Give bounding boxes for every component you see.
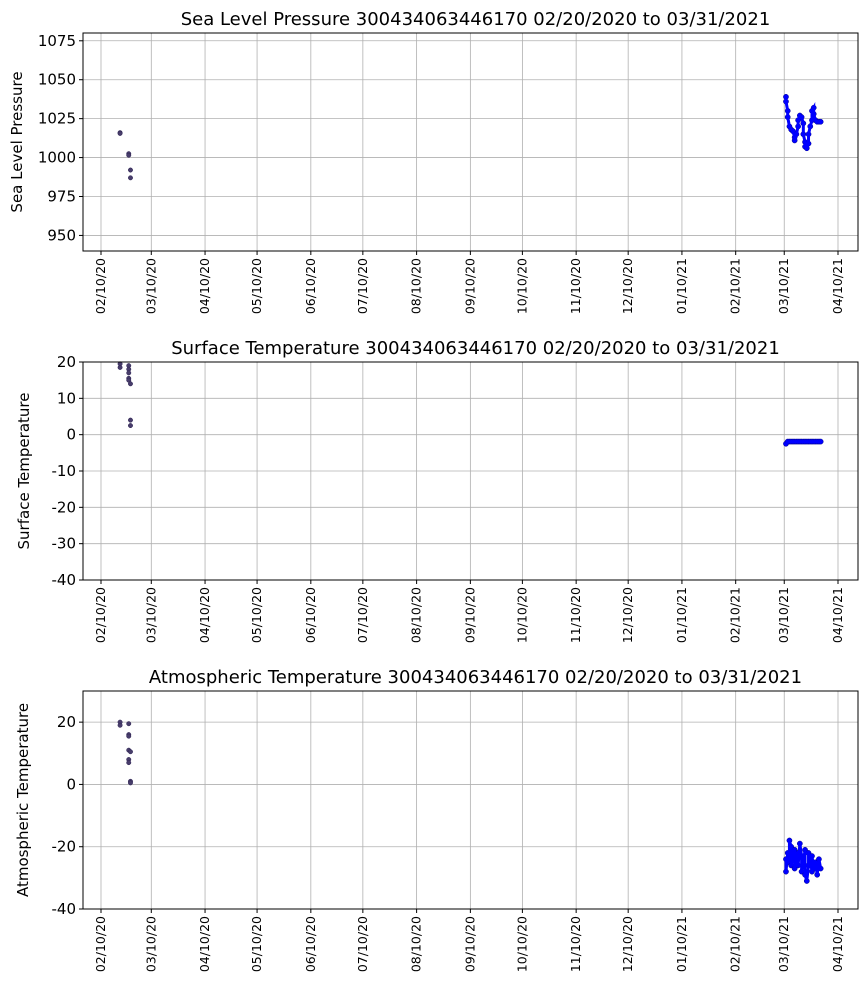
y-tick-label: -20 [52,498,77,516]
x-tick-label: 06/10/20 [303,587,318,643]
y-axis-label: Atmospheric Temperature [14,703,32,897]
series-trace [784,96,821,151]
x-tick-label: 03/10/21 [776,258,791,314]
x-tick-label: 10/10/20 [514,587,529,643]
x-tick-label: 04/10/20 [197,916,212,972]
x-tick-label: 07/10/20 [355,916,370,972]
x-tick-label: 09/10/20 [462,916,477,972]
chart-panel-1: 950 975 1000 1025 1050 1075 02/10/20 03/10/20 04… [8,9,859,314]
data-point [128,167,133,173]
x-tick-label: 04/10/21 [830,258,845,314]
y-tick-label: 0 [66,775,76,793]
chart-panel-3: -40 -20 0 20 02/10/20 03/10/20 04/10/20 05/10/2… [14,667,859,972]
x-tick-label: 06/10/20 [303,916,318,972]
data-point [126,152,132,158]
x-tick-label: 11/10/20 [568,587,583,643]
x-tick-label: 02/10/20 [93,916,108,972]
y-tick-label: 950 [47,226,76,244]
data-point [128,749,133,755]
y-tick-label: 10 [57,389,76,407]
y-tick-label: 1025 [38,110,76,128]
x-tick-label: 07/10/20 [355,587,370,643]
y-axis-label: Surface Temperature [15,393,33,550]
y-tick-label: 1050 [38,71,76,89]
x-tick-label: 02/10/21 [728,587,743,643]
y-tick-label: 0 [66,426,76,444]
data-point [117,722,123,728]
x-tick-label: 08/10/20 [409,916,424,972]
y-tick-label: -40 [52,571,77,589]
x-tick-label: 07/10/20 [355,258,370,314]
x-tick-label: 09/10/20 [462,258,477,314]
y-tick-label: -20 [52,838,77,856]
x-tick-label: 01/10/21 [674,916,689,972]
y-tick-label: 975 [47,188,76,206]
data-point [128,175,133,181]
x-tick-label: 11/10/20 [568,916,583,972]
x-tick-label: 04/10/21 [830,916,845,972]
x-tick-label: 02/10/21 [728,258,743,314]
x-tick-label: 11/10/20 [568,258,583,314]
x-tick-label: 04/10/20 [197,587,212,643]
x-tick-label: 06/10/20 [303,258,318,314]
x-tick-label: 12/10/20 [620,587,635,643]
data-point [128,417,133,423]
x-tick-label: 03/10/20 [143,916,158,972]
x-tick-label: 09/10/20 [462,587,477,643]
data-point [126,370,132,376]
series-trace [784,840,823,882]
y-axis-label: Sea Level Pressure [8,71,26,212]
x-tick-label: 01/10/21 [674,587,689,643]
data-point [126,733,132,739]
chart-title: Sea Level Pressure 300434063446170 02/20… [181,9,771,30]
y-tick-label: 1000 [38,149,76,167]
y-tick-label: 20 [57,353,76,371]
x-tick-label: 08/10/20 [409,258,424,314]
data-point [126,760,132,766]
data-point [117,365,123,370]
chart-title: Atmospheric Temperature 300434063446170 … [149,667,802,688]
x-tick-label: 08/10/20 [409,587,424,643]
x-tick-label: 12/10/20 [620,258,635,314]
x-tick-label: 05/10/20 [249,916,264,972]
data-point [126,721,132,727]
x-tick-label: 02/10/20 [93,258,108,314]
chart-title: Surface Temperature 300434063446170 02/2… [171,338,780,359]
x-tick-label: 05/10/20 [249,258,264,314]
y-tick-label: 20 [57,713,76,731]
x-tick-label: 10/10/20 [514,258,529,314]
x-tick-label: 10/10/20 [514,916,529,972]
x-tick-label: 04/10/21 [830,587,845,643]
x-tick-label: 01/10/21 [674,258,689,314]
x-tick-label: 02/10/20 [93,587,108,643]
data-point [128,423,133,429]
chart-panel-2: -40 -30 -20 -10 0 10 20 02/10/20 03/10/20 04/10/2… [15,338,859,643]
x-tick-label: 03/10/20 [143,587,158,643]
data-point [117,130,123,136]
x-tick-label: 04/10/20 [197,258,212,314]
data-point [128,780,133,786]
y-tick-label: -30 [52,535,77,553]
x-tick-label: 12/10/20 [620,916,635,972]
x-tick-label: 03/10/21 [776,587,791,643]
x-tick-label: 05/10/20 [249,587,264,643]
series-trace [784,440,821,445]
y-tick-label: -40 [52,900,77,918]
y-tick-label: -10 [52,462,77,480]
y-tick-label: 1075 [38,32,76,50]
data-point [128,381,133,387]
x-tick-label: 02/10/21 [728,916,743,972]
x-tick-label: 03/10/21 [776,916,791,972]
x-tick-label: 03/10/20 [143,258,158,314]
